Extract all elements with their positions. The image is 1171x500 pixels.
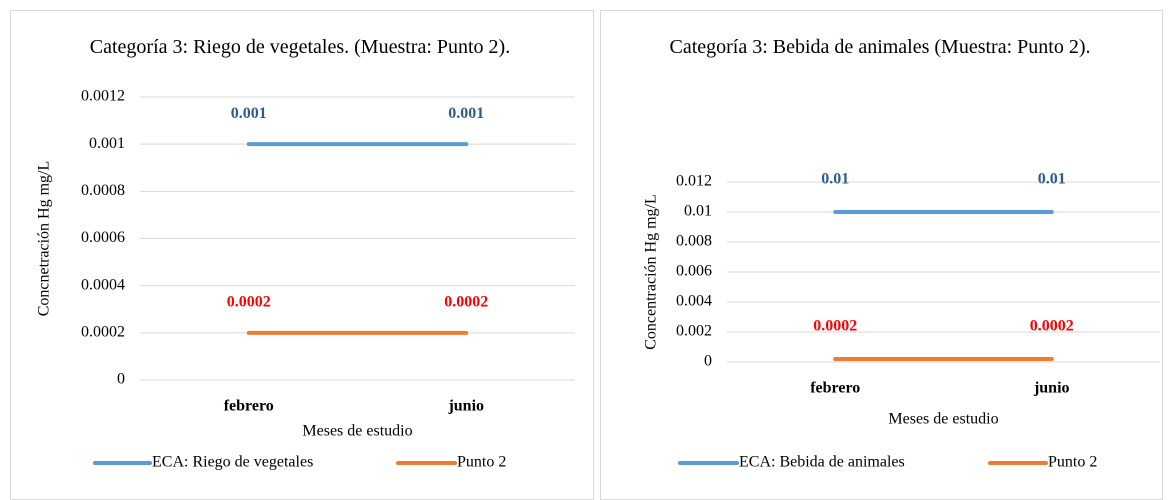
x-tick-label: febrero bbox=[810, 380, 860, 397]
x-tick-label: junio bbox=[447, 398, 484, 415]
x-tick-label: junio bbox=[1033, 380, 1070, 397]
data-label: 0.0002 bbox=[444, 294, 488, 311]
y-tick-label: 0 bbox=[704, 353, 712, 370]
y-tick-label: 0.004 bbox=[676, 293, 712, 310]
y-tick-label: 0.0002 bbox=[81, 324, 125, 341]
legend-label: ECA: Bebida de animales bbox=[739, 454, 905, 471]
y-tick-label: 0.0006 bbox=[81, 229, 125, 246]
data-label: 0.0002 bbox=[813, 318, 857, 335]
y-tick-label: 0.002 bbox=[676, 323, 712, 340]
y-tick-label: 0.0004 bbox=[81, 276, 125, 293]
data-label: 0.0002 bbox=[227, 294, 271, 311]
legend-label: ECA: Riego de vegetales bbox=[152, 454, 313, 471]
y-axis-title: Concentración Hg mg/L bbox=[643, 194, 660, 350]
y-tick-label: 0.006 bbox=[676, 263, 712, 280]
data-label: 0.0002 bbox=[1030, 318, 1074, 335]
legend-label: Punto 2 bbox=[457, 454, 506, 471]
y-tick-label: 0.008 bbox=[676, 233, 712, 250]
data-label: 0.01 bbox=[1038, 171, 1066, 188]
data-label: 0.001 bbox=[448, 105, 484, 122]
y-tick-label: 0.0012 bbox=[81, 88, 125, 105]
x-axis-title: Meses de estudio bbox=[888, 411, 998, 428]
y-tick-label: 0.01 bbox=[684, 203, 712, 220]
y-tick-label: 0.0008 bbox=[81, 182, 125, 199]
data-label: 0.01 bbox=[821, 171, 849, 188]
y-tick-label: 0.001 bbox=[89, 135, 125, 152]
y-tick-label: 0 bbox=[117, 371, 125, 388]
chart-title: Categoría 3: Riego de vegetales. (Muestr… bbox=[89, 36, 511, 58]
chart-title: Categoría 3: Bebida de animales (Muestra… bbox=[669, 36, 1091, 58]
y-axis-title: Concnetración Hg mg/L bbox=[36, 161, 53, 317]
legend-label: Punto 2 bbox=[1048, 454, 1097, 471]
data-label: 0.001 bbox=[231, 105, 267, 122]
x-tick-label: febrero bbox=[224, 398, 274, 415]
y-tick-label: 0.012 bbox=[676, 173, 712, 190]
x-axis-title: Meses de estudio bbox=[302, 423, 412, 440]
